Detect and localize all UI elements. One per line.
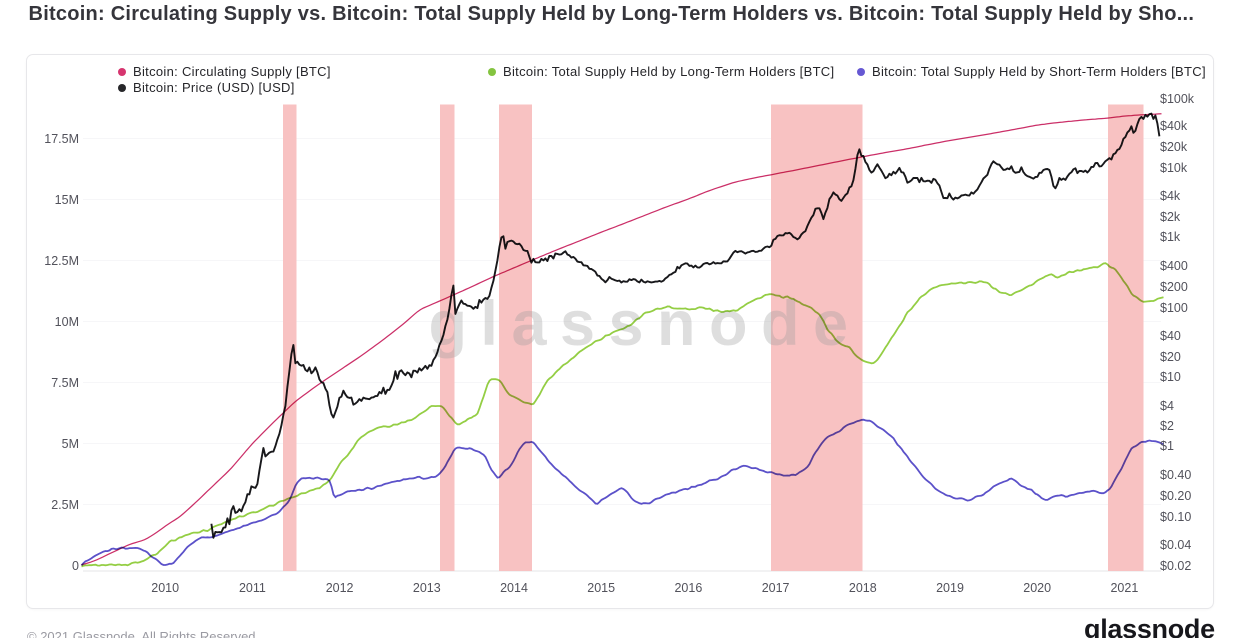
svg-text:glassnode: glassnode: [428, 289, 861, 359]
